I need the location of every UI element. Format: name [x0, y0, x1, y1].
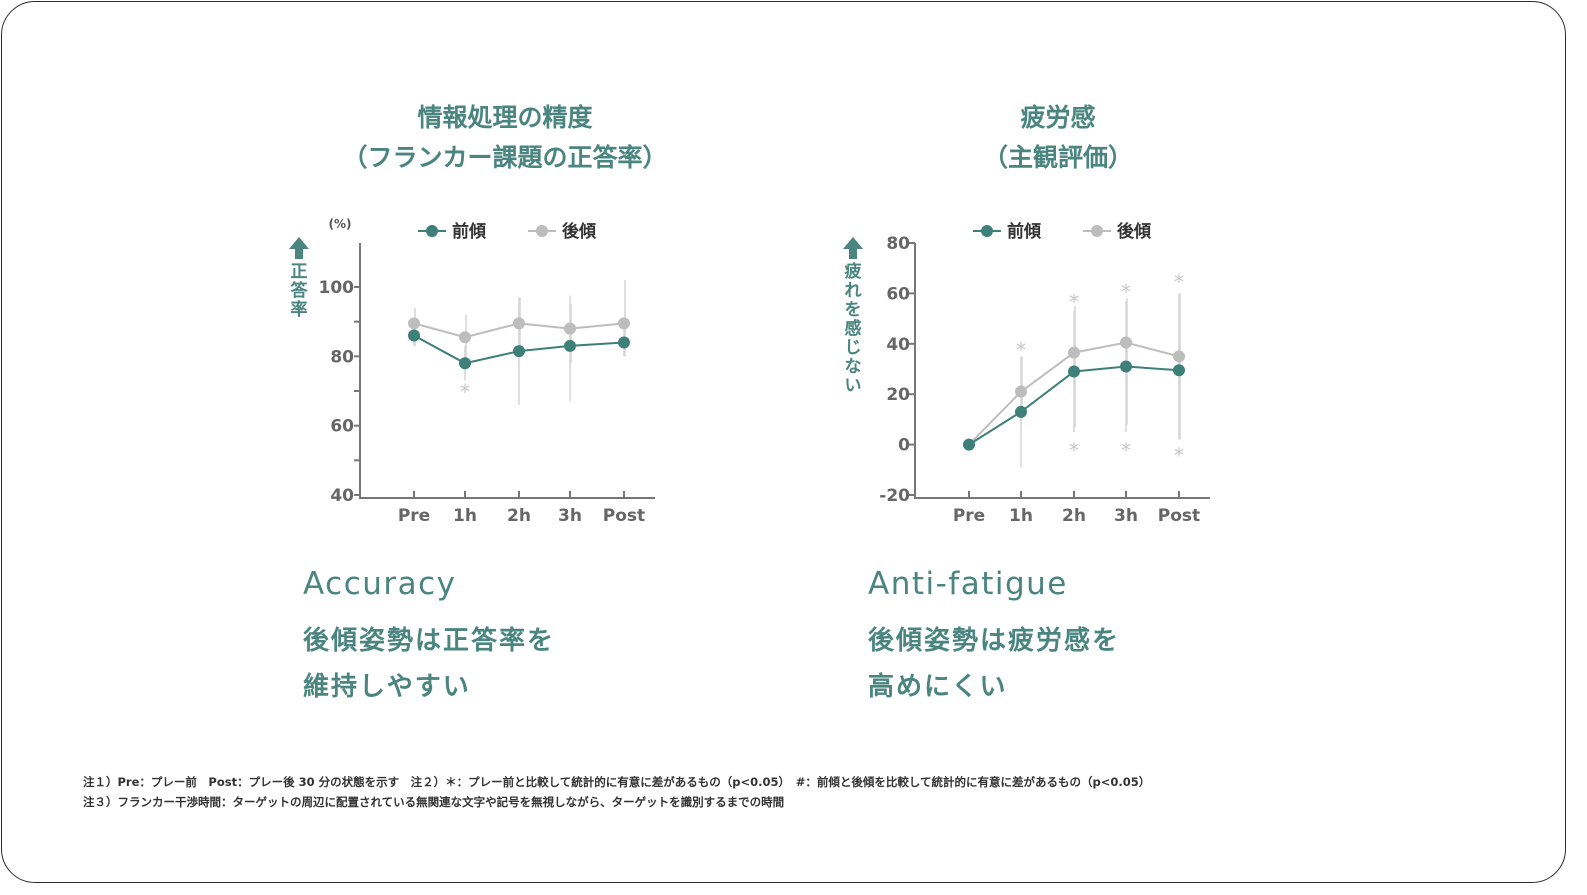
chart1-message: 後傾姿勢は正答率を 維持しやすい: [303, 618, 555, 710]
up-arrow-icon: [289, 237, 309, 259]
x-tick-label: 2h: [507, 506, 531, 526]
chart2-title-line1: 疲労感: [1020, 103, 1096, 132]
data-point: [618, 336, 630, 349]
legend-label: 後傾: [1117, 221, 1152, 242]
data-point: [564, 339, 576, 352]
significance-marker: *: [460, 380, 470, 404]
legend-label: 前傾: [452, 221, 487, 242]
data-point: [1173, 350, 1185, 363]
y-tick-label: 20: [886, 385, 910, 405]
y-tick-label: 60: [330, 417, 354, 437]
up-arrow-icon: [843, 237, 863, 259]
y-axis-label: 疲れを感じない: [845, 261, 862, 396]
chart2-message-line2: 高めにくい: [868, 672, 1008, 702]
chart2-heading: Anti-fatigue: [868, 566, 1068, 602]
chart1-message-line1: 後傾姿勢は正答率を: [303, 626, 556, 656]
x-tick-label: Pre: [398, 506, 430, 526]
y-axis-label: 正答率: [291, 262, 309, 320]
y-tick-label: 60: [886, 284, 910, 304]
significance-marker: *: [1016, 338, 1026, 362]
y-tick-label: -20: [879, 486, 910, 506]
data-point: [1068, 365, 1080, 378]
chart1-title-line2: （フランカー課題の正答率）: [342, 143, 668, 172]
accuracy-chart: * 40 60 80 100 Pre 1h 2h 3h Post (%) 正答率 前傾 後傾: [289, 217, 655, 526]
chart1-message-line2: 維持しやすい: [303, 672, 471, 702]
data-point: [1068, 346, 1080, 359]
x-tick-label: 3h: [1114, 506, 1138, 526]
data-point: [963, 438, 975, 451]
data-point: [408, 329, 420, 342]
significance-marker: *: [1174, 444, 1184, 468]
data-point: [1173, 364, 1185, 377]
x-tick-label: Pre: [953, 506, 985, 526]
x-tick-label: 1h: [1009, 506, 1033, 526]
chart2-message: 後傾姿勢は疲労感を 高めにくい: [868, 618, 1120, 710]
data-point: [459, 357, 471, 370]
unit-label: (%): [329, 217, 352, 231]
figure-frame: [1, 1, 1566, 883]
x-tick-label: Post: [1158, 506, 1200, 526]
y-tick-label: 80: [886, 234, 910, 254]
fatigue-chart: * * * * * * * -20 0 20 40 60 80 Pre 1h 2h 3h Post 疲れを感じ…: [843, 221, 1210, 526]
legend-marker: [1091, 225, 1103, 237]
data-point: [1120, 336, 1132, 349]
data-point: [1015, 385, 1027, 398]
legend-label: 前傾: [1007, 221, 1042, 242]
y-tick-label: 40: [886, 335, 910, 355]
chart1-title: 情報処理の精度 （フランカー課題の正答率）: [245, 98, 765, 178]
y-tick-label: 80: [330, 347, 354, 367]
chart1-title-line1: 情報処理の精度: [417, 103, 593, 132]
chart1-heading: Accuracy: [303, 566, 457, 602]
footnotes: 注１）Pre：プレー前 Post：プレー後 30 分の状態を示す 注２）＊：プレ…: [83, 772, 1150, 812]
data-point: [408, 317, 420, 330]
data-point: [1015, 405, 1027, 418]
y-tick-label: 0: [898, 436, 910, 456]
footnote-1: 注１）Pre：プレー前 Post：プレー後 30 分の状態を示す 注２）＊：プレ…: [83, 775, 1151, 789]
x-tick-label: Post: [603, 506, 645, 526]
legend-label: 後傾: [562, 221, 597, 242]
significance-marker: *: [1121, 280, 1131, 304]
data-point: [564, 322, 576, 335]
chart2-message-line1: 後傾姿勢は疲労感を: [868, 626, 1121, 656]
data-point: [513, 345, 525, 358]
legend-marker: [536, 225, 548, 237]
x-tick-label: 2h: [1062, 506, 1086, 526]
data-point: [459, 331, 471, 344]
y-tick-label: 40: [330, 486, 354, 506]
significance-marker: *: [1069, 290, 1079, 314]
chart2-title: 疲労感 （主観評価）: [798, 98, 1318, 178]
chart2-title-line2: （主観評価）: [982, 143, 1133, 172]
data-point: [513, 317, 525, 330]
data-point: [618, 317, 630, 330]
data-point: [1120, 360, 1132, 373]
significance-marker: *: [1121, 439, 1131, 463]
footnote-2: 注３）フランカー干渉時間：ターゲットの周辺に配置されている無関連な文字や記号を無…: [83, 795, 785, 809]
legend-marker: [981, 225, 993, 237]
x-tick-label: 1h: [453, 506, 477, 526]
y-tick-label: 100: [319, 278, 355, 298]
legend-marker: [426, 225, 438, 237]
x-tick-label: 3h: [558, 506, 582, 526]
significance-marker: *: [1069, 439, 1079, 463]
significance-marker: *: [1174, 270, 1184, 294]
